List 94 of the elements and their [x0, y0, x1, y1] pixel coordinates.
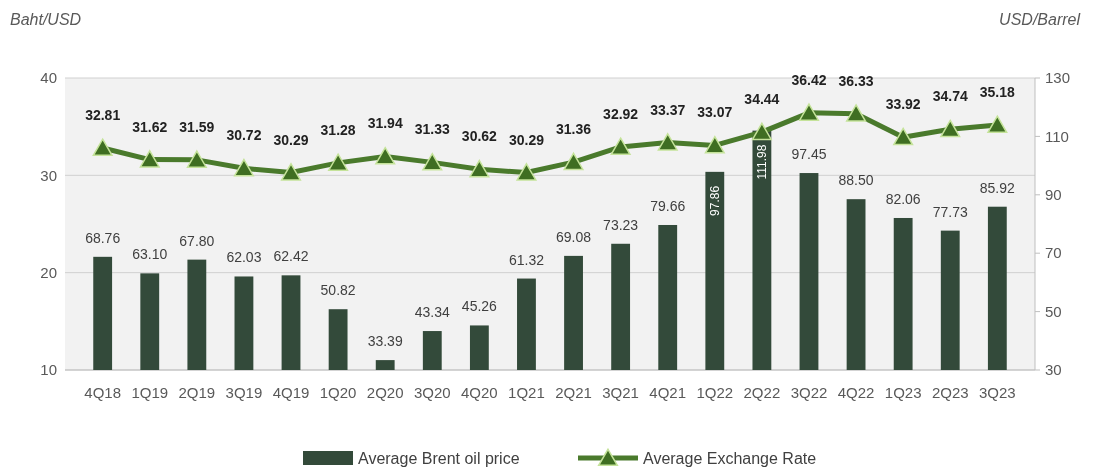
data-label: 97.86 [708, 185, 723, 216]
point [328, 153, 349, 171]
point [233, 158, 254, 177]
data-label: 31.28 [320, 121, 356, 138]
point [704, 135, 725, 154]
x-tick-label: 4Q19 [272, 384, 310, 401]
x-tick-label: 4Q18 [84, 384, 122, 401]
data-label: 111.98 [755, 144, 770, 180]
y-tick-label: 10 [40, 361, 57, 379]
data-label: 36.33 [838, 72, 874, 89]
data-label: 63.10 [132, 246, 168, 263]
data-label: 67.80 [179, 232, 215, 249]
point [92, 138, 113, 157]
data-label: 30.29 [508, 131, 545, 148]
y-tick-label: 20 [40, 263, 57, 281]
data-label: 34.44 [744, 91, 780, 108]
x-tick-label: 3Q20 [413, 384, 451, 401]
data-label: 30.72 [226, 127, 262, 144]
point [893, 127, 914, 146]
y2-tick-label: 90 [1045, 186, 1062, 204]
x-tick-label: 4Q22 [837, 384, 875, 401]
data-label: 34.74 [932, 88, 968, 105]
point [139, 150, 160, 168]
point [186, 150, 207, 168]
x-tick-label: 1Q19 [131, 384, 169, 401]
y2-tick-label: 50 [1045, 302, 1062, 320]
x-tick-label: 1Q21 [508, 384, 545, 401]
data-label: 61.32 [508, 251, 545, 268]
x-tick-label: 4Q20 [461, 384, 498, 401]
point [751, 122, 772, 141]
x-tick-label: 4Q21 [649, 384, 687, 401]
data-label: 73.23 [603, 216, 639, 233]
x-tick-label: 3Q23 [978, 384, 1016, 401]
x-tick-label: 1Q20 [319, 384, 357, 401]
y2-tick-label: 70 [1045, 244, 1062, 262]
data-label: 36.42 [791, 71, 827, 88]
data-label: 45.26 [461, 298, 498, 315]
point [987, 115, 1008, 134]
x-tick-label: 3Q21 [602, 384, 639, 401]
point [940, 119, 961, 138]
y-axis-title: Baht/USD [10, 11, 82, 28]
x-tick-label: 2Q22 [743, 384, 781, 401]
data-label: 43.34 [414, 304, 451, 321]
data-label: 50.82 [320, 282, 356, 299]
data-label: 32.81 [85, 106, 121, 123]
y2-tick-label: 30 [1045, 361, 1062, 379]
legend-label: Average Brent oil price [358, 450, 520, 467]
point [846, 104, 867, 122]
x-tick-label: 2Q23 [931, 384, 969, 401]
data-label: 31.59 [179, 118, 215, 135]
data-label: 62.42 [273, 248, 309, 265]
x-tick-label: 3Q19 [225, 384, 263, 401]
x-tick-label: 1Q23 [884, 384, 922, 401]
point [516, 163, 537, 181]
point [469, 159, 490, 178]
x-tick-label: 1Q22 [696, 384, 734, 401]
y2-tick-label: 130 [1045, 69, 1071, 87]
point [610, 137, 631, 156]
y-tick-label: 40 [40, 69, 57, 87]
data-label: 88.50 [838, 172, 874, 189]
data-label: 69.08 [556, 228, 592, 245]
x-tick-label: 2Q21 [555, 384, 592, 401]
point [375, 146, 396, 165]
point [563, 152, 584, 171]
data-label: 79.66 [650, 197, 686, 214]
data-label: 31.33 [414, 121, 451, 138]
y-tick-label: 30 [40, 166, 57, 184]
y2-tick-label: 110 [1045, 127, 1069, 145]
point [657, 133, 678, 151]
data-label: 35.18 [979, 83, 1016, 100]
data-label: 31.62 [132, 118, 168, 135]
x-tick-label: 3Q22 [790, 384, 828, 401]
data-label: 33.39 [367, 333, 403, 350]
data-label: 32.92 [603, 105, 639, 122]
data-label: 77.73 [932, 203, 968, 220]
point [422, 152, 443, 171]
data-label: 68.76 [85, 229, 121, 246]
x-tick-label: 2Q20 [366, 384, 404, 401]
data-label: 33.92 [885, 96, 921, 113]
data-label: 85.92 [979, 179, 1016, 196]
point [280, 163, 302, 181]
point [798, 103, 820, 121]
x-tick-label: 2Q19 [178, 384, 216, 401]
data-label: 97.45 [791, 146, 827, 163]
data-label: 30.29 [273, 131, 309, 148]
data-label: 31.36 [556, 121, 592, 138]
y2-axis-title: USD/Barrel [999, 11, 1081, 28]
data-label: 82.06 [885, 190, 921, 207]
data-label: 31.94 [367, 115, 403, 132]
data-label: 62.03 [226, 249, 262, 266]
legend-label: Average Exchange Rate [643, 450, 817, 467]
data-label: 33.07 [697, 104, 733, 121]
data-label: 33.37 [650, 101, 686, 118]
data-label: 30.62 [461, 128, 498, 145]
